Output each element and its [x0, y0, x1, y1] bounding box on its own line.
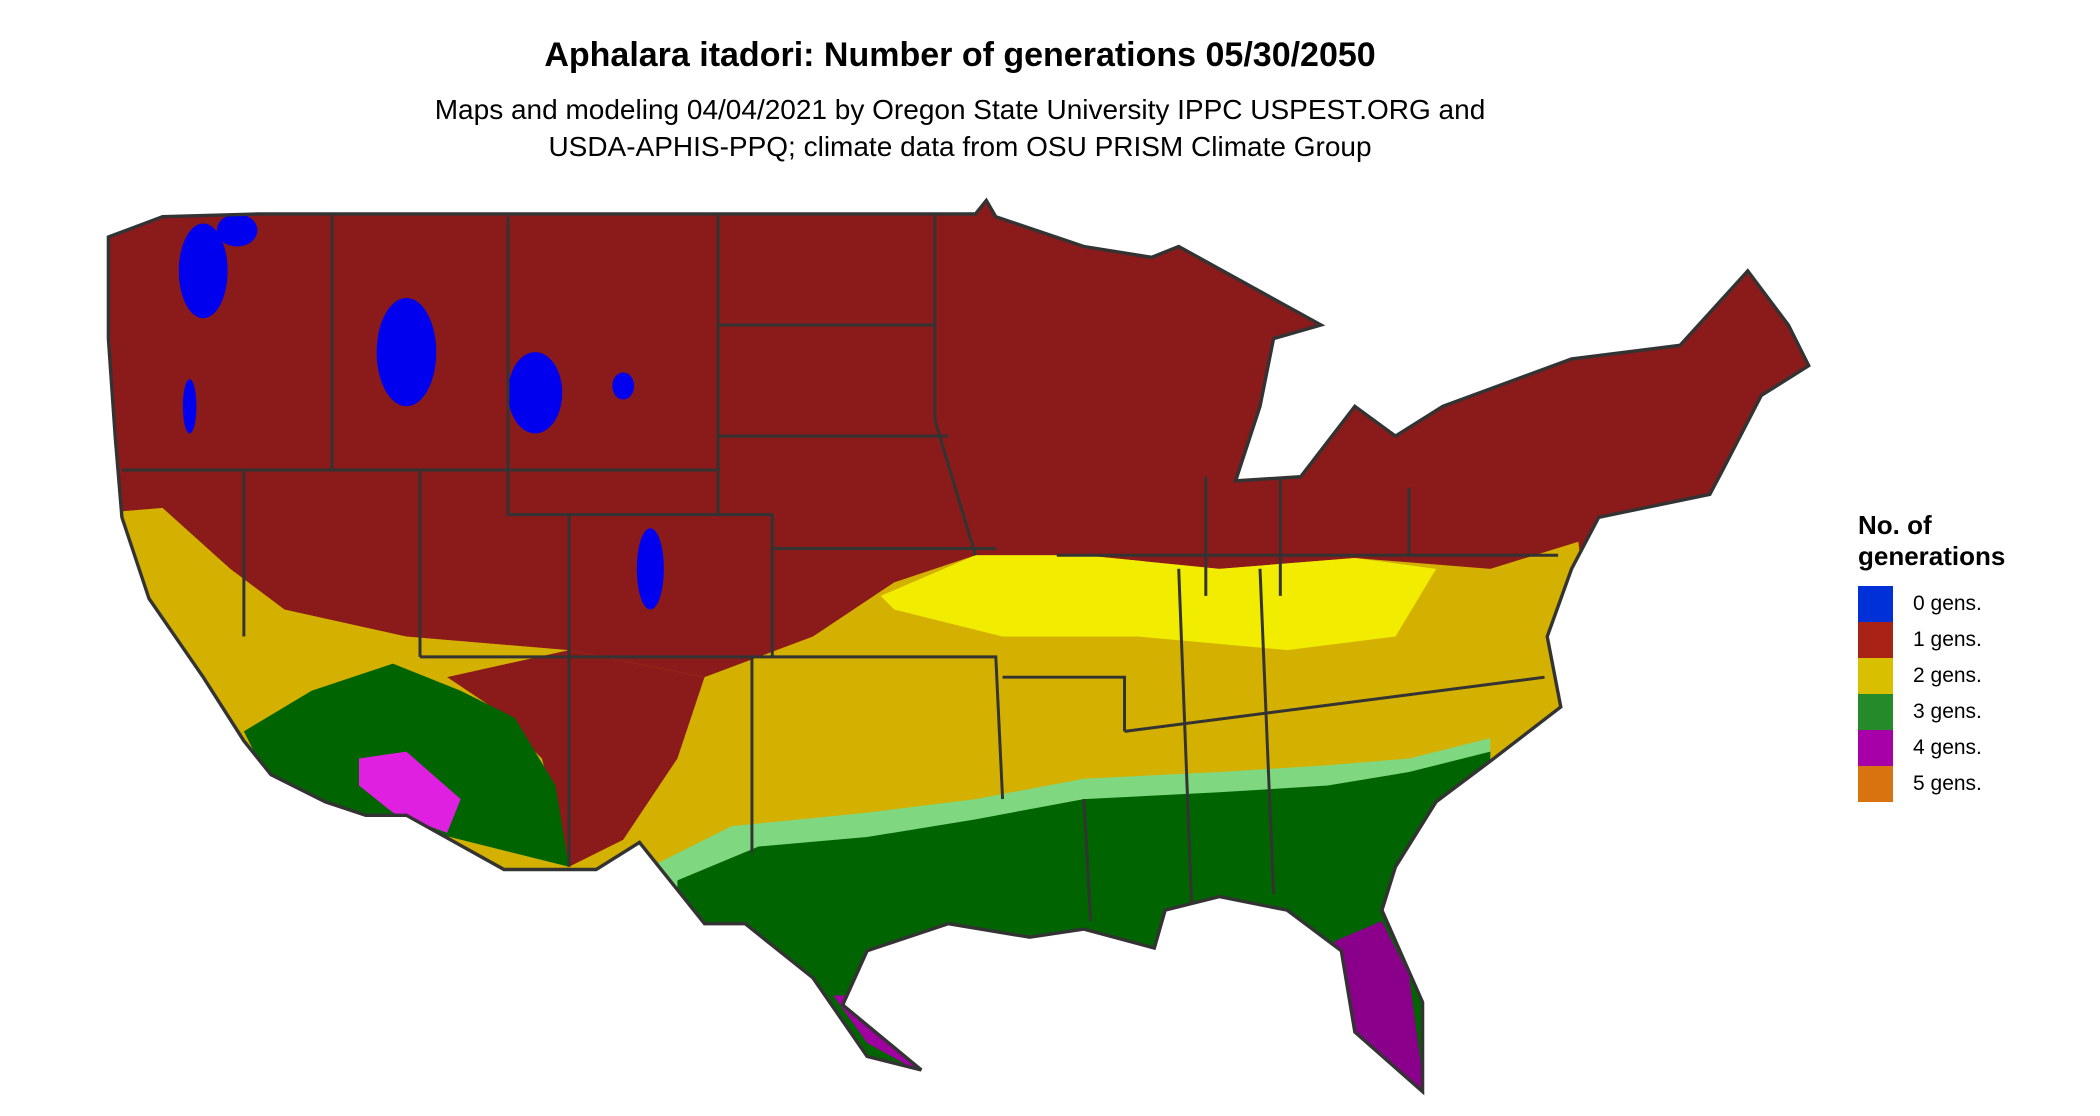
- legend-label: 4 gens.: [1913, 736, 1982, 759]
- legend-item: 2 gens.: [1858, 658, 2005, 694]
- region-4-gen-florida: [1334, 920, 1426, 1092]
- legend-label: 1 gens.: [1913, 628, 1982, 651]
- legend-label: 2 gens.: [1913, 664, 1982, 687]
- map-title: Aphalara itadori: Number of generations …: [544, 36, 1376, 74]
- legend-item: 1 gens.: [1858, 622, 2005, 658]
- legend-swatch: [1858, 622, 1893, 658]
- legend-swatch: [1858, 766, 1893, 802]
- legend-swatch: [1858, 658, 1893, 694]
- legend-item: 0 gens.: [1858, 586, 2005, 622]
- legend-title-line-2: generations: [1858, 541, 2006, 571]
- legend-label: 5 gens.: [1913, 772, 1982, 795]
- region-1-gen-sw: [447, 650, 705, 867]
- map-subtitle-line-2: USDA-APHIS-PPQ; climate data from OSU PR…: [548, 131, 1372, 162]
- state-borders: [121, 213, 1559, 922]
- legend-swatch: [1858, 730, 1893, 766]
- legend-title: No. of generations: [1858, 510, 2005, 572]
- region-4-gen-az: [359, 751, 461, 833]
- region-2-gen-light: [880, 555, 1437, 651]
- legend: No. of generations 0 gens. 1 gens. 2 gens.…: [1858, 510, 2005, 802]
- legend-swatch: [1858, 694, 1893, 730]
- legend-item: 5 gens.: [1858, 766, 2005, 802]
- legend-swatch: [1858, 586, 1893, 622]
- legend-item: 4 gens.: [1858, 730, 2005, 766]
- legend-label: 3 gens.: [1913, 700, 1982, 723]
- legend-label: 0 gens.: [1913, 592, 1982, 615]
- map-subtitle-line-1: Maps and modeling 04/04/2021 by Oregon S…: [434, 94, 1486, 125]
- legend-item: 3 gens.: [1858, 694, 2005, 730]
- legend-title-line-1: No. of: [1858, 510, 1932, 540]
- region-0-gen: [178, 213, 664, 610]
